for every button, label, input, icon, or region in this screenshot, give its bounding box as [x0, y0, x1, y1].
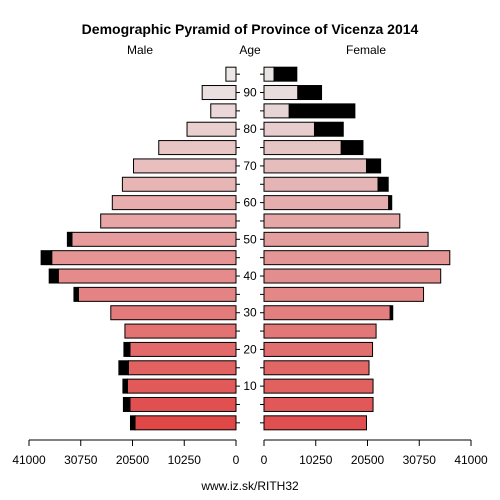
age-tick-label: 20 [243, 342, 257, 356]
age-label: Age [239, 43, 261, 57]
female-bar-40-44 [263, 268, 442, 284]
bars-group [40, 66, 451, 431]
male-bar-0-4 [134, 415, 237, 431]
female-excess-bar-90-94 [297, 85, 323, 101]
female-bar-10-14 [263, 378, 374, 394]
female-bar-15-19 [263, 360, 370, 376]
male-bar-25-29 [124, 323, 237, 339]
female-bar-60-64 [263, 195, 390, 211]
female-x-tick-label: 30750 [403, 453, 437, 467]
age-tick-label: 90 [243, 86, 257, 100]
male-x-tick-label: 30750 [64, 453, 98, 467]
female-bar-20-24 [263, 341, 374, 357]
age-tick-label: 50 [243, 232, 257, 246]
female-excess-bar-85-89 [288, 103, 356, 119]
female-x-tick-label: 41000 [454, 453, 488, 467]
male-excess-bar-5-9 [122, 396, 131, 412]
male-x-tick-label: 41000 [12, 453, 46, 467]
male-bar-5-9 [129, 396, 237, 412]
axes-group: 10 20 30 40 50 60 70 80 90 41000 30750 20500 10250 0 0… [12, 73, 488, 467]
male-bar-60-64 [111, 195, 237, 211]
male-bar-30-34 [110, 305, 237, 321]
age-tick-label: 40 [243, 269, 257, 283]
age-tick-label: 80 [243, 122, 257, 136]
male-bar-95+ [225, 66, 237, 82]
female-bar-75-79 [263, 140, 342, 156]
male-excess-bar-45-49 [40, 250, 53, 266]
male-bar-85-89 [210, 103, 237, 119]
male-bar-90-94 [201, 85, 237, 101]
female-bar-45-49 [263, 250, 451, 266]
male-bar-35-39 [77, 286, 237, 302]
male-bar-15-19 [127, 360, 237, 376]
male-bar-80-84 [186, 121, 237, 137]
male-excess-bar-0-4 [129, 415, 136, 431]
age-tick-label: 10 [243, 379, 257, 393]
male-bar-70-74 [133, 158, 237, 174]
footer-url: www.iz.sk/RITH32 [200, 479, 299, 493]
female-x-tick-label: 10250 [299, 453, 333, 467]
female-bar-5-9 [263, 396, 374, 412]
male-excess-bar-15-19 [118, 360, 129, 376]
male-bar-45-49 [51, 250, 237, 266]
age-tick-label: 60 [243, 196, 257, 210]
female-x-tick-label: 0 [261, 453, 268, 467]
male-bar-10-14 [126, 378, 237, 394]
female-bar-35-39 [263, 286, 425, 302]
male-x-tick-label: 0 [233, 453, 240, 467]
female-x-tick-label: 20500 [351, 453, 385, 467]
male-excess-bar-35-39 [73, 286, 79, 302]
female-excess-bar-75-79 [340, 140, 364, 156]
male-x-tick-label: 20500 [116, 453, 150, 467]
female-bar-55-59 [263, 213, 401, 229]
male-bar-65-69 [121, 176, 237, 192]
female-bar-25-29 [263, 323, 377, 339]
age-tick-label: 30 [243, 306, 257, 320]
age-tick-label: 70 [243, 159, 257, 173]
female-bar-65-69 [263, 176, 379, 192]
male-bar-75-79 [158, 140, 237, 156]
male-excess-bar-10-14 [122, 378, 128, 394]
male-excess-bar-20-24 [123, 341, 131, 357]
female-bar-90-94 [263, 85, 299, 101]
chart-title: Demographic Pyramid of Province of Vicen… [82, 21, 419, 37]
female-label: Female [346, 43, 386, 57]
female-bar-50-54 [263, 231, 429, 247]
female-excess-bar-80-84 [313, 121, 344, 137]
female-excess-bar-95+ [273, 66, 298, 82]
male-bar-55-59 [100, 213, 237, 229]
male-x-tick-label: 10250 [168, 453, 202, 467]
female-excess-bar-65-69 [377, 176, 389, 192]
female-excess-bar-60-64 [388, 195, 393, 211]
female-bar-30-34 [263, 305, 391, 321]
female-excess-bar-70-74 [365, 158, 382, 174]
male-excess-bar-40-44 [48, 268, 59, 284]
male-bar-20-24 [129, 341, 237, 357]
female-bar-95+ [263, 66, 275, 82]
male-excess-bar-50-54 [66, 231, 73, 247]
female-bar-85-89 [263, 103, 290, 119]
male-bar-40-44 [57, 268, 237, 284]
female-excess-bar-30-34 [389, 305, 394, 321]
female-bar-0-4 [263, 415, 367, 431]
male-bar-50-54 [71, 231, 237, 247]
male-label: Male [127, 43, 153, 57]
female-bar-70-74 [263, 158, 367, 174]
female-bar-80-84 [263, 121, 315, 137]
